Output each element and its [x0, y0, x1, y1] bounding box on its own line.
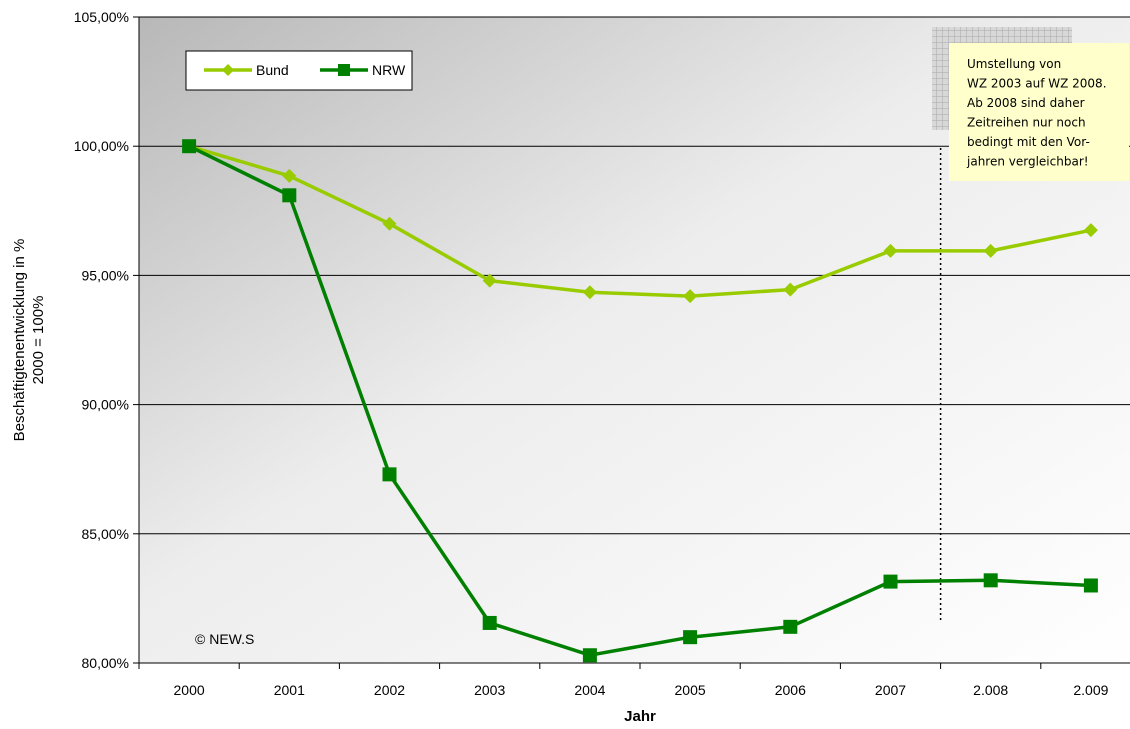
- y-axis-tick-labels: 80,00% 85,00% 90,00% 95,00% 100,00% 105,00%: [74, 9, 129, 671]
- y-axis-title-line1: Beschäftigtenentwicklung in %: [11, 239, 28, 442]
- legend-marker-nrw: [338, 64, 350, 76]
- point-bund: [783, 282, 798, 297]
- point-nrw: [282, 188, 297, 203]
- x-tick-label: 2001: [274, 682, 305, 698]
- x-tick-label: 2007: [875, 682, 906, 698]
- y-tick-label: 100,00%: [74, 138, 129, 154]
- y-tick-label: 85,00%: [82, 526, 129, 542]
- point-nrw: [983, 573, 998, 588]
- x-tick-label: 2000: [174, 682, 205, 698]
- y-tick-label: 90,00%: [82, 397, 129, 413]
- x-tick-label: 2003: [474, 682, 505, 698]
- y-tick-label: 95,00%: [82, 267, 129, 283]
- point-nrw: [883, 574, 898, 589]
- series-line-bund: [188, 144, 1092, 298]
- point-nrw: [582, 648, 597, 663]
- legend-marker-bund: [222, 64, 234, 76]
- point-nrw: [182, 139, 197, 154]
- point-bund: [683, 289, 698, 304]
- legend-label-bund: Bund: [256, 62, 289, 78]
- point-bund: [382, 216, 397, 231]
- annotation-line: WZ 2003 auf WZ 2008.: [967, 77, 1107, 91]
- series-line-nrw: [188, 144, 1091, 657]
- point-nrw: [783, 619, 798, 634]
- annotation-line: Ab 2008 sind daher: [967, 96, 1085, 110]
- x-tick-label: 2002: [374, 682, 405, 698]
- point-bund: [1083, 223, 1098, 238]
- point-bund: [983, 243, 998, 258]
- annotation-note: Umstellung von WZ 2003 auf WZ 2008. Ab 200…: [932, 27, 1129, 181]
- annotation-line: bedingt mit den Vor-: [967, 135, 1090, 149]
- gridlines: [133, 16, 1130, 664]
- legend: Bund NRW: [185, 50, 413, 91]
- x-tick-label: 2.009: [1073, 682, 1108, 698]
- legend-label-nrw: NRW: [372, 62, 406, 78]
- watermark-text: © NEW.S: [195, 631, 254, 647]
- annotation-box: [949, 43, 1129, 181]
- y-axis-title-line2: 2000 = 100%: [30, 296, 47, 385]
- annotation-line: Umstellung von: [967, 57, 1061, 71]
- x-axis-title: Jahr: [624, 708, 656, 725]
- x-axis-ticks: [138, 663, 1042, 669]
- x-tick-label: 2006: [775, 682, 806, 698]
- x-axis-tick-labels: 2000 2001 2002 2003 2004 2005 2006 2007 2.008 2.0…: [174, 682, 1109, 698]
- y-tick-label: 105,00%: [74, 9, 129, 25]
- point-bund: [883, 243, 898, 258]
- x-tick-label: 2005: [675, 682, 706, 698]
- x-tick-label: 2.008: [973, 682, 1008, 698]
- point-nrw: [1083, 578, 1098, 593]
- annotation-line: Zeitreihen nur noch: [967, 116, 1086, 130]
- annotation-text: Umstellung von WZ 2003 auf WZ 2008. Ab 200…: [966, 57, 1107, 169]
- point-nrw: [382, 467, 397, 482]
- point-nrw: [683, 630, 698, 645]
- x-tick-label: 2004: [574, 682, 605, 698]
- point-bund: [582, 285, 597, 300]
- point-bund: [282, 168, 297, 183]
- y-tick-label: 80,00%: [82, 655, 129, 671]
- series-layer: [182, 139, 1098, 663]
- annotation-line: jahren vergleichbar!: [966, 155, 1089, 169]
- point-nrw: [482, 615, 497, 630]
- point-bund: [482, 273, 497, 288]
